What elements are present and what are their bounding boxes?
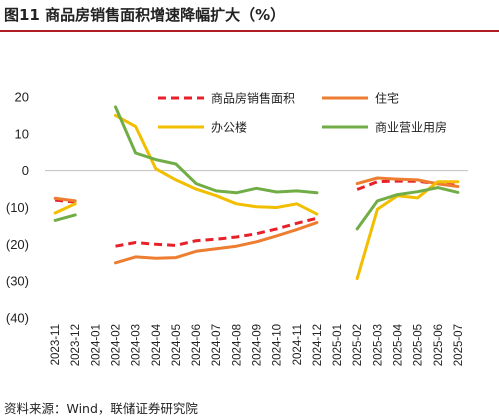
- x-tick-label: 2024-01: [90, 324, 102, 366]
- x-axis: 2023-11 2023-12 2024-01 2024-02 2024-03 2024-…: [50, 323, 465, 366]
- x-tick-label: 2024-09: [252, 324, 264, 366]
- series-line-2: [114, 113, 319, 216]
- x-tick-label: 2025-04: [393, 323, 405, 366]
- series-line-2: [355, 180, 460, 281]
- x-tick-label: 2024-07: [211, 324, 223, 366]
- x-tick-label: 2025-06: [433, 324, 445, 366]
- x-tick-label: 2024-08: [231, 324, 243, 366]
- x-tick-label: 2025-03: [372, 324, 384, 366]
- series-line-3: [114, 105, 319, 195]
- legend-label: 商业营业用房: [375, 120, 447, 135]
- series-line-1: [53, 196, 77, 203]
- x-tick-label: 2024-03: [131, 324, 143, 366]
- y-tick-label: (40): [6, 311, 29, 326]
- series-line-2: [53, 202, 77, 215]
- x-tick-label: 2025-07: [453, 324, 465, 366]
- x-tick-label: 2024-12: [312, 324, 324, 366]
- y-tick-label: (10): [6, 200, 29, 215]
- series-line-0: [115, 216, 318, 248]
- y-axis: 20 10 0 (10) (20) (30) (40): [6, 90, 29, 326]
- source-note: 资料来源：Wind，联储证券研究院: [4, 401, 198, 416]
- y-tick-label: 10: [15, 126, 29, 141]
- x-tick-label: 2024-02: [111, 324, 123, 366]
- x-tick-label: 2023-11: [50, 324, 62, 365]
- y-tick-label: 0: [22, 163, 29, 178]
- x-tick-label: 2024-11: [292, 324, 304, 365]
- title-rule: [0, 30, 499, 32]
- y-tick-label: 20: [15, 90, 29, 105]
- legend-label: 商品房销售面积: [211, 91, 295, 106]
- y-tick-label: (30): [6, 274, 29, 289]
- x-tick-label: 2024-04: [151, 323, 163, 366]
- series-line-3: [355, 186, 460, 231]
- x-tick-label: 2025-01: [332, 324, 344, 366]
- x-tick-label: 2023-12: [70, 324, 82, 366]
- x-tick-label: 2024-05: [171, 324, 183, 366]
- x-tick-label: 2024-06: [191, 324, 203, 366]
- x-tick-label: 2025-02: [352, 324, 364, 366]
- legend-label: 住宅: [375, 91, 399, 106]
- series-line-1: [355, 176, 460, 188]
- x-tick-label: 2024-10: [272, 324, 284, 366]
- legend-label: 办公楼: [211, 120, 247, 135]
- series-line-3: [53, 213, 77, 222]
- series-lines: [53, 105, 460, 281]
- figure-title: 图11 商品房销售面积增速降幅扩大（%）: [4, 6, 286, 24]
- series-line-1: [114, 221, 319, 265]
- x-tick-label: 2025-05: [413, 324, 425, 366]
- y-tick-label: (20): [6, 237, 29, 252]
